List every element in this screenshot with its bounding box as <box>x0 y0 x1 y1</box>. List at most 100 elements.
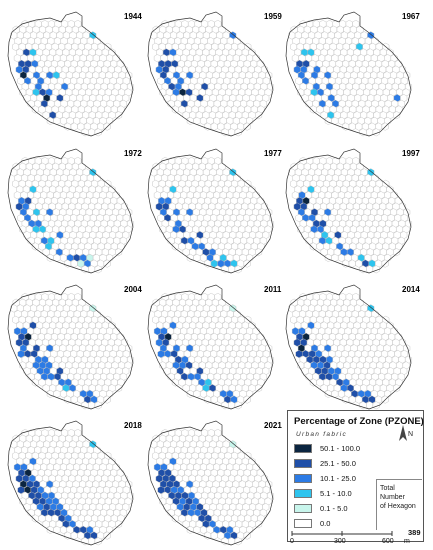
hexagon-cell <box>397 99 405 108</box>
hexagon-cell <box>338 116 345 125</box>
hexagon-cell <box>152 179 160 188</box>
hexagon-cell <box>27 99 35 108</box>
coastline <box>7 11 134 137</box>
hexagon-cell <box>27 508 35 517</box>
legend-class-1: 50.1 - 100.0 <box>294 443 360 454</box>
hexagon-cell <box>13 327 21 336</box>
hexagon-cell <box>393 111 401 120</box>
hexagon-cell <box>259 99 267 108</box>
map-panel-1972: 1972 <box>7 148 142 274</box>
hexagon-cell <box>259 236 267 245</box>
map-year-label: 1944 <box>124 12 142 21</box>
hexagon-cell <box>262 76 270 86</box>
hexagon-cell <box>393 248 401 257</box>
hexagon-cell <box>167 99 175 108</box>
map-panel-2021: 2021 <box>147 420 282 546</box>
map-panel-1959: 1959 <box>147 11 282 137</box>
map-year-label: 1977 <box>264 149 282 158</box>
map-panel-1997: 1997 <box>285 148 420 274</box>
hexagon-cell <box>122 231 130 240</box>
hexagon-cell <box>200 525 207 534</box>
hexagon-cell <box>386 185 394 194</box>
hexagon-cell <box>12 42 20 51</box>
hexagon-cell <box>217 531 225 540</box>
hexagon-cell <box>70 395 78 404</box>
hexagon-cell <box>12 179 20 188</box>
hexagon-cell <box>352 19 360 29</box>
hexagon-cell <box>70 531 78 540</box>
hexagon-cell <box>74 19 82 29</box>
hexagon-cell <box>248 48 256 57</box>
hexagon-cell <box>295 76 303 86</box>
hexagon-cell <box>119 99 127 108</box>
scale-tick-300: 300 <box>334 538 346 545</box>
hexagon-cell <box>60 525 67 534</box>
hexagon-cell <box>348 395 356 404</box>
legend-class-5: 0.1 - 5.0 <box>294 503 348 514</box>
map-panel-2004: 2004 <box>7 284 142 410</box>
hexagon-cell <box>60 116 67 125</box>
hexagon-cell <box>117 242 125 251</box>
hexagon-cell <box>60 253 67 262</box>
hexagon-cell <box>262 94 270 103</box>
hexagon-cell <box>155 202 163 211</box>
hexagon-cell <box>210 531 218 540</box>
hexagon-cell <box>15 474 23 483</box>
hexagon-cell <box>355 122 363 131</box>
legend-swatch <box>294 459 312 468</box>
hexagon-cell <box>210 259 218 268</box>
hexagon-cell <box>77 259 85 268</box>
legend-swatch <box>294 444 312 453</box>
hexagon-cell <box>200 389 207 398</box>
map-panel-1967: 1967 <box>285 11 420 137</box>
hexagon-cell <box>153 54 161 63</box>
map-panel-1977: 1977 <box>147 148 282 274</box>
hexagon-cell <box>119 236 127 245</box>
hexagon-cell <box>316 105 324 114</box>
coastline <box>7 148 134 274</box>
hexagon-cell <box>301 367 309 376</box>
hexagon-cell <box>386 48 394 57</box>
hexagon-cell <box>152 42 160 51</box>
hexagon-cell <box>152 451 160 460</box>
hexagon-cell <box>157 76 165 86</box>
hexagon-cell <box>108 48 116 57</box>
hexagon-cell <box>255 248 263 257</box>
legend-class-label: 10.1 - 25.0 <box>320 474 356 483</box>
map-panel-2011: 2011 <box>147 284 282 410</box>
hexagon-cell <box>178 242 186 251</box>
hexagon-cell <box>15 65 23 74</box>
hexagon-cell <box>115 248 123 257</box>
scale-tick-600: 600 <box>382 538 394 545</box>
hexagon-cell <box>70 122 78 131</box>
scale-bar: 0 300 600 m <box>290 530 410 546</box>
hexagon-cell <box>257 242 265 251</box>
hexagon-cell <box>108 185 116 194</box>
map-year-label: 2021 <box>264 421 282 430</box>
map-year-label: 1967 <box>402 12 420 21</box>
map-year-label: 2004 <box>124 285 142 294</box>
hexagon-cell <box>290 42 298 51</box>
hexagon-cell <box>217 122 225 131</box>
hexagon-cell <box>157 213 165 223</box>
hexagon-cell <box>355 395 363 404</box>
hexagon-cell <box>293 338 301 347</box>
hexagon-cell <box>17 76 25 86</box>
hexagon-cell <box>153 191 161 200</box>
hexagon-cell <box>395 105 403 114</box>
north-arrow-icon: N <box>399 425 413 441</box>
hexagon-cell <box>295 349 303 359</box>
hexagon-cell <box>200 253 207 262</box>
hexagon-cell <box>153 327 161 336</box>
hexagon-cell <box>155 338 163 347</box>
north-label: N <box>408 431 413 438</box>
hexagon-cell <box>400 231 408 240</box>
hexagon-cell <box>157 485 165 495</box>
hexagon-cell <box>248 185 256 194</box>
total-label-line2: Number <box>380 494 405 501</box>
legend-class-3: 10.1 - 25.0 <box>294 473 356 484</box>
hexagon-cell <box>291 54 299 63</box>
hexagon-cell <box>214 19 222 29</box>
hexagon-cell <box>60 389 67 398</box>
